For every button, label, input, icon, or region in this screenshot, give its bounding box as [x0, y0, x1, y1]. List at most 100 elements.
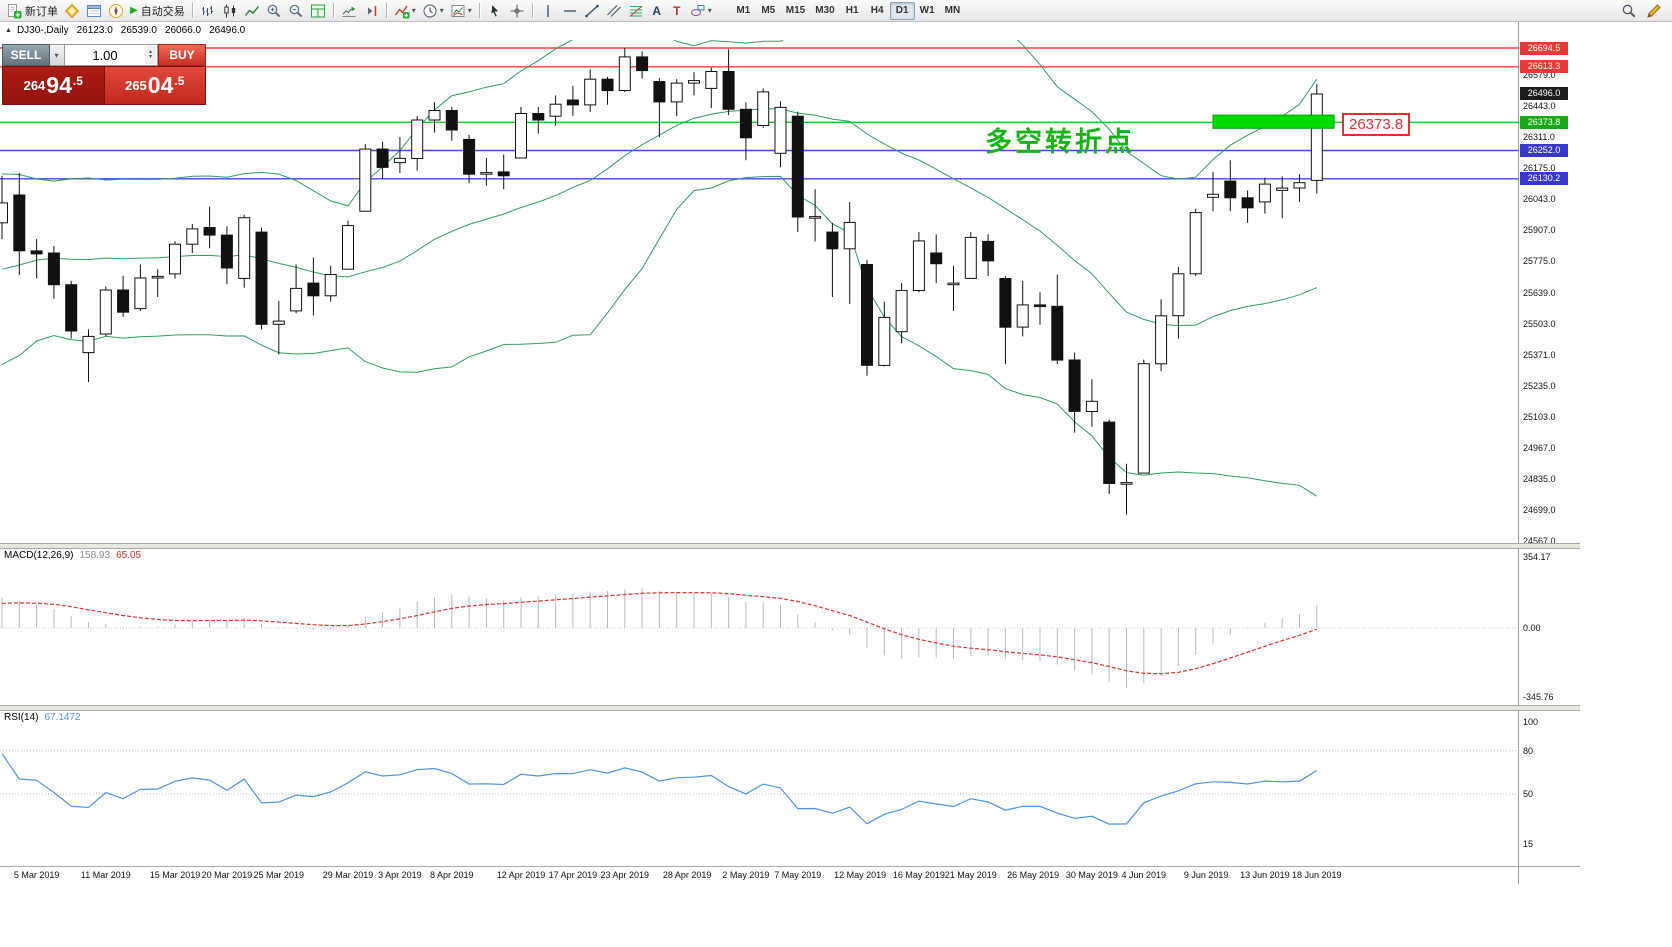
timeframe-button-d1[interactable]: D1 [889, 1, 915, 20]
timeframe-button-m15[interactable]: M15 [781, 2, 810, 20]
time-axis[interactable]: 5 Mar 2019 11 Mar 2019 15 Mar 2019 20 Mar 2… [0, 868, 1518, 884]
search-icon [1622, 4, 1636, 18]
buy-price-frac: .5 [174, 74, 185, 88]
text-label-button[interactable]: T [667, 1, 687, 21]
auto-trading-button[interactable]: ▶ 自动交易 [127, 1, 188, 21]
timeframe-button-m30[interactable]: M30 [810, 2, 839, 20]
auto-scroll-button[interactable] [338, 1, 360, 21]
zoom-out-button[interactable] [285, 1, 307, 21]
date-axis-label: 17 Apr 2019 [548, 870, 598, 880]
data-window-button[interactable] [83, 1, 105, 21]
templates-button[interactable]: ▾ [447, 1, 475, 21]
dropdown-arrow-icon: ▾ [411, 6, 416, 15]
buy-button[interactable]: BUY [158, 44, 206, 66]
timeframe-button-h4[interactable]: H4 [865, 2, 890, 20]
panel-separator[interactable] [0, 705, 1580, 711]
date-axis-label: 12 Apr 2019 [496, 870, 546, 880]
crosshair-button[interactable] [506, 1, 528, 21]
equidistant-channel-button[interactable] [603, 1, 625, 21]
panel-separator[interactable] [0, 543, 1580, 549]
date-axis-label: 5 Mar 2019 [13, 870, 60, 880]
timeframe-button-m5[interactable]: M5 [756, 2, 781, 20]
bar-chart-button[interactable] [197, 1, 219, 21]
macd-signal-value: 65.05 [116, 550, 142, 561]
periods-button[interactable]: ▾ [419, 1, 447, 21]
date-axis-label: 3 Apr 2019 [378, 870, 422, 880]
macd-axis-label: 0.00 [1523, 623, 1541, 633]
sell-price[interactable]: 264 94.5 [2, 66, 104, 105]
data-window-icon [87, 4, 101, 17]
price-line-tag: 26252.0 [1520, 144, 1568, 158]
chart-annotation-text: 多空转折点 [985, 127, 1135, 157]
timeframe-button-w1[interactable]: W1 [915, 2, 940, 20]
dropdown-arrow-icon: ▾ [439, 6, 444, 15]
timeframe-button-mn[interactable]: MN [940, 2, 966, 20]
timeframe-button-m1[interactable]: M1 [731, 2, 756, 20]
price-tick-label: 26443.0 [1523, 101, 1556, 112]
volume-stepper[interactable]: ▴ ▾ [145, 46, 156, 64]
price-tick-label: 24967.0 [1523, 443, 1556, 454]
indicators-button[interactable]: ▾ [391, 1, 419, 21]
tile-windows-button[interactable] [307, 1, 329, 21]
main-toolbar: 新订单 ▶ 自动交易 [0, 0, 1672, 22]
chart-symbol-period: DJ30-,Daily [16, 25, 69, 36]
shapes-button[interactable]: ▾ [687, 1, 715, 21]
cursor-icon [490, 3, 500, 18]
navigator-button[interactable] [105, 1, 127, 21]
date-axis-label: 26 May 2019 [1007, 870, 1060, 880]
date-axis-label: 16 May 2019 [892, 870, 945, 880]
chart-shift-button[interactable] [360, 1, 382, 21]
price-line-tag: 26130.2 [1520, 172, 1568, 186]
rsi-axis-label: 100 [1523, 717, 1539, 727]
edit-pencil-icon [1647, 3, 1661, 18]
fibonacci-button[interactable] [625, 1, 647, 21]
line-chart-button[interactable] [241, 1, 263, 21]
volume-field: ▴ ▾ [65, 44, 158, 66]
date-axis-label: 13 Jun 2019 [1240, 870, 1290, 880]
toolbar-separator [385, 3, 387, 18]
candlestick-chart-icon [224, 4, 235, 17]
auto-trading-label: 自动交易 [140, 5, 185, 18]
price-tick-label: 25775.0 [1523, 256, 1556, 267]
edit-button[interactable] [1643, 1, 1665, 21]
macd-indicator-label: MACD(12,26,9) 158.93 65.05 [4, 550, 141, 561]
order-options-dropdown[interactable]: ▾ [50, 44, 65, 66]
new-order-label: 新订单 [25, 5, 58, 18]
search-button[interactable] [1618, 1, 1640, 21]
tile-windows-icon [310, 4, 325, 17]
vertical-line-button[interactable] [537, 1, 559, 21]
stepper-down-icon: ▾ [148, 54, 152, 60]
date-axis-label: 29 Mar 2019 [322, 870, 374, 880]
price-chart[interactable] [0, 0, 1518, 890]
volume-input[interactable] [65, 45, 157, 65]
rsi-axis-label: 15 [1523, 839, 1534, 850]
auto-scroll-icon [342, 6, 356, 17]
ohlc-low: 26066.0 [164, 25, 202, 36]
zoom-in-button[interactable] [263, 1, 285, 21]
text-button[interactable]: A [647, 1, 667, 21]
trendline-button[interactable] [581, 1, 603, 21]
trendline-icon [584, 4, 599, 17]
new-order-button[interactable]: 新订单 [3, 1, 61, 21]
sell-button[interactable]: SELL [2, 44, 50, 66]
template-icon [451, 4, 465, 17]
ohlc-close: 26496.0 [209, 25, 246, 36]
new-order-icon [8, 3, 22, 18]
date-axis-label: 7 May 2019 [774, 870, 822, 880]
timeframe-toolbar: M1 M5 M15 M30 H1 H4 D1 W1 MN [731, 1, 966, 20]
indicators-plus-icon [394, 5, 410, 18]
buy-price[interactable]: 265 04.5 [103, 66, 206, 105]
price-axis[interactable]: 26579.0 26443.0 26311.0 26175.0 26043.0 25907… [1518, 22, 1580, 884]
candlestick-chart-button[interactable] [219, 1, 241, 21]
shapes-icon [690, 4, 705, 16]
ohlc-open: 26123.0 [76, 25, 113, 36]
timeframe-button-h1[interactable]: H1 [840, 2, 865, 20]
market-watch-button[interactable] [61, 1, 83, 21]
rsi-value: 67.1472 [44, 712, 81, 723]
price-tick-label: 24835.0 [1523, 473, 1556, 484]
price-tick-label: 26043.0 [1523, 193, 1556, 204]
horizontal-line-button[interactable] [559, 1, 581, 21]
channel-icon [606, 4, 621, 17]
cursor-button[interactable] [484, 1, 506, 21]
